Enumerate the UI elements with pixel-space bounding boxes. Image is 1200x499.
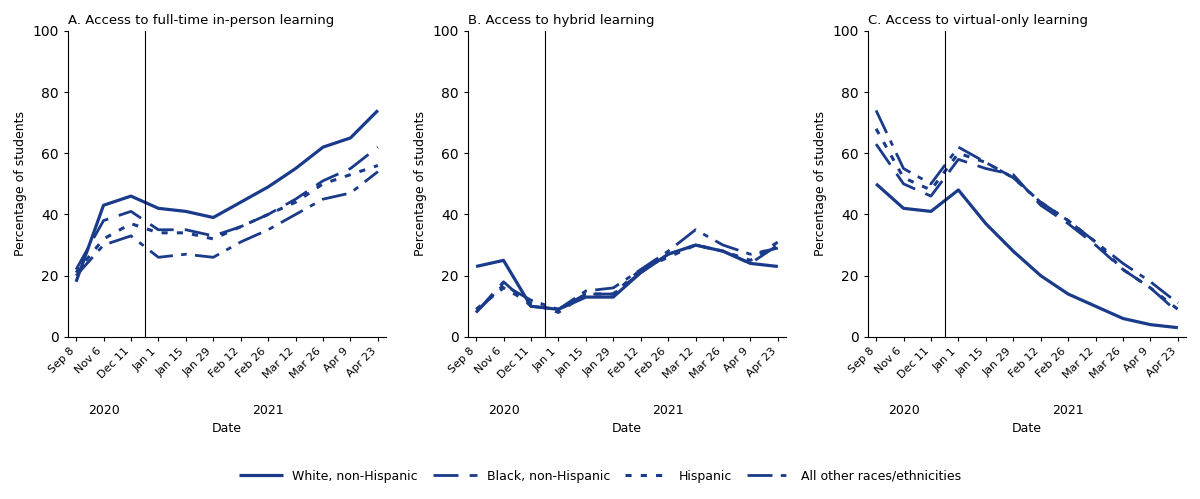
Text: B. Access to hybrid learning: B. Access to hybrid learning (468, 14, 654, 27)
Text: 2021: 2021 (1052, 404, 1084, 417)
X-axis label: Date: Date (212, 422, 242, 435)
Y-axis label: Percentage of students: Percentage of students (14, 111, 26, 256)
Text: A. Access to full-time in-person learning: A. Access to full-time in-person learnin… (68, 14, 334, 27)
X-axis label: Date: Date (612, 422, 642, 435)
Text: 2020: 2020 (88, 404, 119, 417)
Text: 2020: 2020 (888, 404, 919, 417)
Text: 2020: 2020 (487, 404, 520, 417)
Y-axis label: Percentage of students: Percentage of students (814, 111, 827, 256)
Text: 2021: 2021 (252, 404, 284, 417)
Y-axis label: Percentage of students: Percentage of students (414, 111, 427, 256)
X-axis label: Date: Date (1012, 422, 1042, 435)
Legend: White, non-Hispanic, Black, non-Hispanic, Hispanic, All other races/ethnicities: White, non-Hispanic, Black, non-Hispanic… (234, 465, 966, 488)
Text: 2021: 2021 (653, 404, 684, 417)
Text: C. Access to virtual-only learning: C. Access to virtual-only learning (868, 14, 1088, 27)
